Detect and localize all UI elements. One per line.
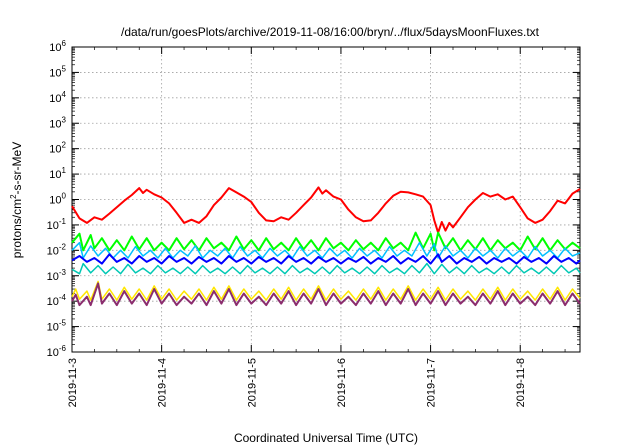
y-axis-label-superscript: 2	[9, 194, 18, 199]
y-tick-label-base: 10	[47, 347, 59, 359]
y-tick-label-exponent: -5	[59, 319, 67, 328]
y-axis-label-main: protons/cm	[10, 199, 24, 258]
y-tick-label: 10-1	[47, 217, 67, 232]
axis-ticks	[71, 46, 580, 353]
y-tick-label-exponent: -1	[59, 217, 67, 226]
x-tick-label: 2019-11-5	[246, 358, 258, 407]
y-tick-label: 10-3	[47, 268, 67, 283]
y-tick-label-base: 10	[47, 322, 59, 334]
x-tick-labels: 2019-11-3 2019-11-4 2019-11-5 2019-11-6 2019…	[67, 358, 527, 407]
y-tick-label: 10-2	[47, 242, 67, 257]
series-line-1	[71, 186, 581, 234]
x-tick-label: 2019-11-3	[67, 358, 79, 407]
y-tick-label-base: 10	[47, 220, 59, 232]
y-tick-label: 103	[49, 115, 66, 130]
y-tick-label: 106	[49, 39, 66, 54]
y-axis-label: protons/cm2-s-sr-MeV	[9, 142, 24, 258]
y-tick-label-exponent: 4	[62, 90, 67, 99]
x-tick-label: 2019-11-8	[515, 358, 527, 407]
y-tick-label-exponent: -2	[59, 242, 67, 251]
series-line-7	[71, 282, 581, 307]
y-tick-label-base: 10	[49, 118, 61, 130]
y-tick-label: 10-6	[47, 344, 67, 359]
y-tick-label-base: 10	[49, 42, 61, 54]
y-tick-label-base: 10	[47, 296, 59, 308]
y-tick-label: 104	[49, 90, 66, 105]
y-tick-label-exponent: -3	[59, 268, 67, 277]
y-tick-labels: 10-610-510-410-310-210-11001011021031041…	[47, 39, 67, 359]
y-tick-label-base: 10	[49, 169, 61, 181]
x-tick-label: 2019-11-7	[426, 358, 438, 407]
y-tick-label-base: 10	[49, 67, 61, 79]
y-tick-label-exponent: 0	[62, 192, 67, 201]
y-tick-label-exponent: 2	[62, 141, 67, 150]
series-line-2	[71, 231, 581, 252]
y-tick-label-base: 10	[49, 195, 61, 207]
y-tick-label-base: 10	[49, 144, 61, 156]
y-tick-label: 105	[49, 64, 66, 79]
y-tick-label-exponent: 1	[62, 166, 67, 175]
series-line-6	[71, 280, 581, 301]
series-layer	[71, 186, 581, 307]
y-tick-label: 100	[49, 192, 66, 207]
y-tick-label-exponent: -6	[59, 344, 67, 353]
y-tick-label: 10-4	[47, 293, 67, 308]
y-tick-label-exponent: -4	[59, 293, 67, 302]
x-tick-label: 2019-11-4	[157, 358, 169, 407]
series-line-4	[71, 253, 581, 265]
y-tick-label: 10-5	[47, 319, 67, 334]
y-tick-label-base: 10	[47, 245, 59, 257]
series-line-5	[71, 262, 581, 275]
y-tick-label-base: 10	[47, 271, 59, 283]
y-tick-label-exponent: 5	[62, 64, 67, 73]
y-tick-label-exponent: 3	[62, 115, 67, 124]
y-tick-label: 101	[49, 166, 66, 181]
x-tick-label: 2019-11-6	[336, 358, 348, 407]
x-axis-label: Coordinated Universal Time (UTC)	[234, 431, 418, 445]
y-tick-label-exponent: 6	[62, 39, 67, 48]
series-line-3	[71, 241, 581, 259]
chart-title: /data/run/goesPlots/archive/2019-11-08/1…	[121, 25, 540, 39]
y-axis-label-rest: -s-sr-MeV	[10, 142, 24, 195]
y-tick-label-base: 10	[49, 93, 61, 105]
y-tick-label: 102	[49, 141, 66, 156]
